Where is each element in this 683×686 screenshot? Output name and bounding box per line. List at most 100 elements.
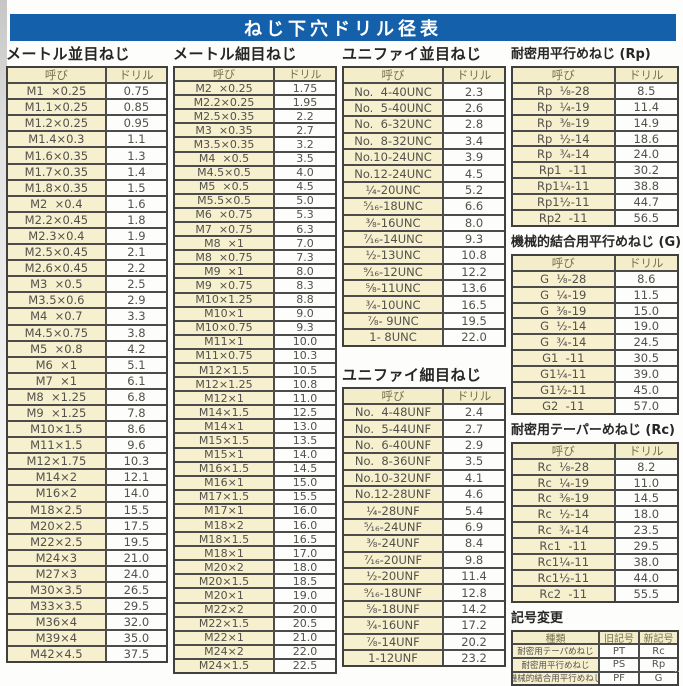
table-row: G ⅜-19 15.0 — [513, 303, 677, 320]
section-title-metric-fine: メートル細目ねじ — [173, 45, 298, 63]
cell: 12.5 — [275, 406, 335, 419]
section-unified-fine: ユニファイ細目ねじ 呼び ドリル No. 4-48UNF 2.4 No. 5-44UN… — [342, 366, 506, 668]
table-row: M10×1 9.0 — [175, 307, 335, 322]
table-header-row: 呼び ドリル — [513, 443, 677, 460]
cell: 45.0 — [615, 383, 677, 397]
cell: M5 ×0.5 — [175, 180, 275, 193]
table-row: M4.5×0.5 4.0 — [175, 166, 335, 181]
cell: M39×4 — [8, 631, 107, 646]
table-row: M16×1 15.0 — [175, 476, 335, 491]
cell: M1 ×0.25 — [8, 84, 107, 99]
cell: M2.2×0.45 — [8, 212, 107, 227]
table-row: M5 ×0.5 4.5 — [175, 180, 335, 195]
cell: Rp2 -11 — [513, 211, 616, 225]
cell: M18×2 — [175, 519, 275, 532]
cell: 0.95 — [106, 116, 166, 131]
cell: No. 4-40UNC — [344, 84, 444, 99]
cell: 26.5 — [106, 583, 166, 598]
table-header: 呼び ドリル — [175, 68, 335, 83]
table-body: No. 4-40UNC 2.3 No. 5-40UNC 2.6 No. 6-32UNC 2… — [344, 84, 504, 345]
cell: M11×1.5 — [8, 438, 107, 453]
table-row: M8 ×0.75 7.3 — [175, 251, 335, 266]
cell: M16×1 — [175, 476, 275, 489]
cell: M5 ×0.8 — [8, 341, 107, 356]
cell: 2.6 — [444, 100, 504, 116]
table-body: Rc ⅛-28 8.2 Rc ¼-19 11.0 Rc ⅜-19 14.5 Rc ½-14 1… — [513, 459, 677, 601]
cell: 2.9 — [444, 437, 504, 453]
header-cell: ドリル — [444, 68, 504, 83]
header-cell: ドリル — [275, 68, 335, 81]
cell: 5.1 — [106, 357, 166, 372]
table-row: M2.2×0.25 1.95 — [175, 96, 335, 111]
cell: M2 ×0.4 — [8, 196, 107, 211]
cell: M30×3.5 — [8, 583, 107, 598]
cell: 39.0 — [615, 367, 677, 382]
cell: 5.2 — [444, 182, 504, 198]
table-row: M15×1.5 13.5 — [175, 434, 335, 449]
cell: 10.3 — [106, 454, 166, 469]
cell: ⅜-24UNF — [344, 536, 444, 551]
cell: G ¾-14 — [513, 335, 616, 350]
cell: 5.4 — [444, 503, 504, 518]
cell: 1.1 — [106, 132, 166, 147]
cell: 22.0 — [275, 645, 335, 658]
cell: 12.2 — [444, 264, 504, 280]
cell: No.12-28UNF — [344, 486, 444, 502]
table-row: M20×2.5 17.5 — [8, 518, 166, 535]
cell: 10.5 — [275, 363, 335, 377]
column-unified: ユニファイ並目ねじ 呼び ドリル No. 4-40UNC 2.3 No. 5-40UN… — [342, 46, 506, 668]
cell: ⁷⁄₁₆-14UNC — [344, 231, 444, 247]
table-body: M1 ×0.25 0.75 M1.1×0.25 0.85 M1.2×0.25 0.95 M1… — [8, 84, 166, 662]
cell: 1.95 — [275, 96, 335, 109]
cell: 2.5 — [106, 277, 166, 292]
table-row: M12×1.5 10.5 — [175, 363, 335, 379]
cell: 32.0 — [106, 615, 166, 630]
cell: 1.5 — [106, 180, 166, 195]
cell: PF — [599, 672, 641, 685]
cell: 21.0 — [275, 631, 335, 644]
table-row: Rc2 -11 55.5 — [513, 586, 677, 601]
table-row: No.12-28UNF 4.6 — [344, 486, 504, 504]
cell: ¾-16UNF — [344, 618, 444, 633]
table-row: M17×1.5 15.5 — [175, 490, 335, 505]
cell: G1½-11 — [513, 383, 616, 397]
table-header-row: 呼び ドリル — [513, 68, 677, 84]
table-row: M24×2 22.0 — [175, 645, 335, 660]
cell: M22×1.5 — [175, 617, 275, 630]
cell: 19.0 — [615, 319, 677, 334]
section-title-symbol-change: 記号変更 — [511, 610, 564, 626]
cell: M22×2 — [175, 603, 275, 616]
cell: ⁵⁄₁₆-18UNC — [344, 199, 444, 214]
table-row: ⅜-24UNF 8.4 — [344, 536, 504, 553]
table-row: M18×2 16.0 — [175, 519, 335, 534]
table-header: 呼び ドリル — [344, 388, 504, 406]
cell: 13.0 — [275, 420, 335, 433]
cell: 44.7 — [615, 195, 677, 210]
cell: ½-20UNF — [344, 568, 444, 584]
cell: 17.2 — [444, 618, 504, 633]
cell: 8.8 — [275, 293, 335, 306]
table-body: G ⅛-28 8.6 G ¼-19 11.5 G ⅜-19 15.0 G ½-14 19.0 G… — [513, 271, 677, 413]
table-row: Rc ¼-19 11.0 — [513, 475, 677, 492]
cell: 9.0 — [275, 307, 335, 320]
cell: 30.2 — [615, 163, 677, 178]
cell: 21.0 — [106, 550, 166, 565]
table-row: Rp ⅜-19 14.9 — [513, 115, 677, 132]
cell: M24×2 — [175, 645, 275, 658]
section-g: 機械的結合用平行めねじ (G) 呼び ドリル G ⅛-28 8.6 G ¼-19 11.… — [511, 234, 681, 415]
cell: 15.0 — [615, 303, 677, 318]
cell: M2.3×0.4 — [8, 228, 107, 244]
table-header-row: 種類 旧記号 新記号 — [513, 631, 677, 646]
cell: ¼-20UNC — [344, 182, 444, 198]
table-row: M5 ×0.8 4.2 — [8, 341, 166, 358]
cell: M18×1.5 — [175, 533, 275, 546]
cell: M20×1.5 — [175, 575, 275, 588]
cell: M7 ×0.75 — [175, 223, 275, 236]
cell: M9 ×1 — [175, 265, 275, 278]
table-row: 耐密用テーパめねじ PT Rc — [513, 645, 677, 659]
cell: M22×2.5 — [8, 534, 107, 549]
table-row: M10×0.75 9.3 — [175, 321, 335, 336]
cell: 耐密用平行めねじ — [513, 658, 600, 671]
rp-table: 呼び ドリル Rp ⅛-28 8.5 Rp ¼-19 11.4 Rp ⅜-19 14.9 Rp… — [511, 66, 679, 227]
header-cell: ドリル — [615, 443, 677, 458]
